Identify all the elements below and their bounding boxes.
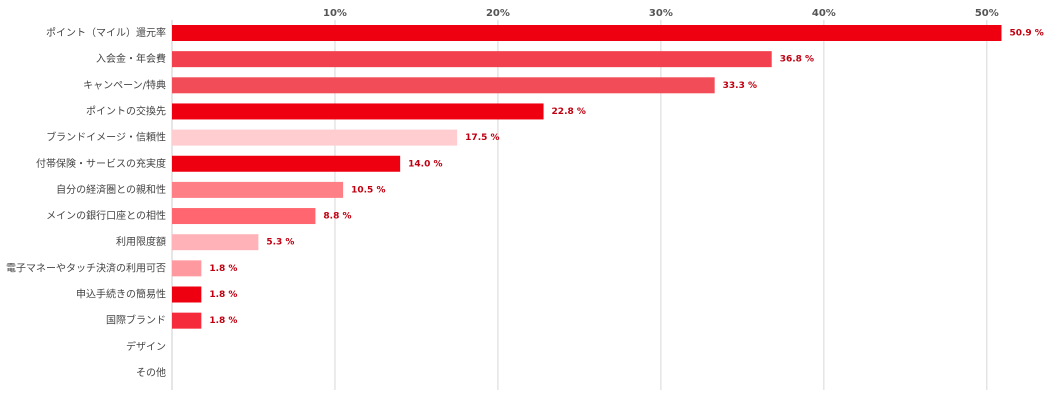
y-tick-label: 電子マネーやタッチ決済の利用可否 [6,261,166,274]
value-label: 14.0 % [408,159,442,169]
x-tick-label: 10% [323,8,347,19]
y-tick-label: ポイント（マイル）還元率 [46,26,166,39]
y-tick-label: ブランドイメージ・信頼性 [46,131,166,144]
bar [172,208,316,225]
value-label: 50.9 % [1009,29,1043,39]
y-tick-label: 利用限度額 [116,235,166,248]
y-tick-label: 付帯保険・サービスの充実度 [36,157,166,170]
x-tick-label: 30% [649,8,673,19]
x-tick-label: 40% [812,8,836,19]
y-tick-label: 申込手続きの簡易性 [76,288,166,301]
bar [172,51,772,68]
value-label: 10.5 % [351,185,385,195]
y-tick-label: キャンペーン/特典 [83,78,166,91]
value-label: 1.8 % [209,316,237,326]
x-tick-label: 20% [486,8,510,19]
x-tick-label: 50% [975,8,999,19]
value-label: 33.3 % [723,81,757,91]
y-tick-label: メインの銀行口座との相性 [46,209,166,222]
value-label: 17.5 % [465,133,499,143]
bar [172,129,458,146]
y-tick-label: デザイン [126,340,166,353]
bar [172,77,715,94]
y-tick-label: 国際ブランド [106,314,166,327]
bar [172,25,1002,41]
bar [172,155,401,172]
value-label: 5.3 % [266,238,294,248]
bar [172,234,259,251]
bar [172,181,344,198]
y-tick-label: 自分の経済圏との親和性 [56,183,166,196]
value-label: 36.8 % [780,55,814,65]
value-label: 8.8 % [323,212,351,222]
y-tick-label: 入会金・年会費 [96,52,166,65]
y-tick-label: その他 [136,366,166,379]
bar [172,312,202,329]
value-label: 22.8 % [552,107,586,117]
value-label: 1.8 % [209,290,237,300]
bar [172,286,202,303]
value-label: 1.8 % [209,264,237,274]
bar [172,260,202,277]
y-tick-label: ポイントの交換先 [86,104,166,117]
bar [172,103,544,120]
